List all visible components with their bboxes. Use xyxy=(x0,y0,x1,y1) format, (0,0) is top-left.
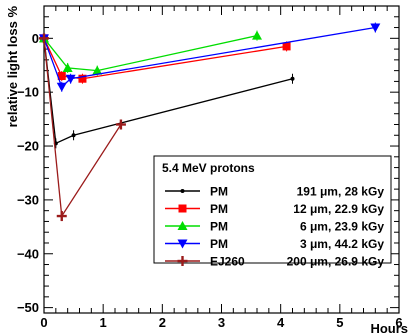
legend: 5.4 MeV protons PM 191 μm, 28 kGy PM 12 μm,… xyxy=(153,155,392,269)
series-3 xyxy=(39,30,262,76)
series-3-point xyxy=(252,30,262,40)
x-tick-label: 0 xyxy=(40,315,47,330)
series-5 xyxy=(39,33,126,222)
x-tick-label: 3 xyxy=(218,315,225,330)
legend-label-detail-2: 12 μm, 22.9 kGy xyxy=(293,202,384,216)
series-4-point xyxy=(56,82,67,92)
series-3-point xyxy=(92,65,103,75)
legend-marker-2 xyxy=(178,204,187,213)
y-tick-label: −20 xyxy=(17,139,39,154)
legend-label-detail-1: 191 μm, 28 kGy xyxy=(297,185,385,199)
legend-marker-3 xyxy=(177,221,188,230)
x-tick-label: 1 xyxy=(100,315,107,330)
x-tick-label: 2 xyxy=(159,315,166,330)
y-tick-label: 0 xyxy=(32,31,39,46)
series-5-line xyxy=(43,38,122,218)
series-1-point xyxy=(290,76,295,81)
y-tick-label: −30 xyxy=(17,192,39,207)
series-3-line xyxy=(43,34,258,72)
series-3-point xyxy=(62,62,73,72)
legend-label-name-2: PM xyxy=(210,202,228,216)
legend-box xyxy=(153,155,392,264)
series-5-point xyxy=(56,211,67,222)
legend-title: 5.4 MeV protons xyxy=(162,161,255,175)
series-2-point xyxy=(78,74,87,83)
series-5-point xyxy=(39,33,49,44)
y-tick-label: −40 xyxy=(17,246,39,261)
legend-label-name-3: PM xyxy=(210,220,228,234)
legend-label-name-5: EJ260 xyxy=(210,255,245,269)
legend-marker-5 xyxy=(177,256,188,266)
series-2-line xyxy=(43,38,287,80)
series-layer xyxy=(39,22,381,222)
series-4-line xyxy=(43,26,376,88)
series-2-point xyxy=(282,42,291,51)
series-2 xyxy=(40,33,291,84)
series-4 xyxy=(39,22,381,92)
series-2-point xyxy=(57,72,66,81)
y-tick-label: −50 xyxy=(17,300,39,315)
series-4-point xyxy=(65,74,76,84)
x-tick-label: 6 xyxy=(395,315,402,330)
series-5-point xyxy=(115,119,126,130)
series-1-point xyxy=(71,133,76,138)
y-tick-label: −10 xyxy=(17,85,39,100)
legend-marker-1 xyxy=(180,189,185,193)
legend-marker-4 xyxy=(177,239,188,249)
legend-label-detail-5: 200 μm, 26.9 kGy xyxy=(287,255,385,269)
x-tick-label: 5 xyxy=(336,315,343,330)
legend-label-name-4: PM xyxy=(210,237,228,251)
legend-label-name-1: PM xyxy=(210,185,228,199)
x-axis-title: Hours xyxy=(370,321,408,334)
series-4-point xyxy=(370,23,381,33)
legend-label-detail-3: 6 μm, 23.9 kGy xyxy=(300,220,384,234)
legend-label-detail-4: 3 μm, 44.2 kGy xyxy=(300,237,384,251)
series-1-line xyxy=(43,38,293,145)
x-tick-label: 4 xyxy=(277,315,285,330)
y-axis-title: relative light loss % xyxy=(5,6,20,128)
